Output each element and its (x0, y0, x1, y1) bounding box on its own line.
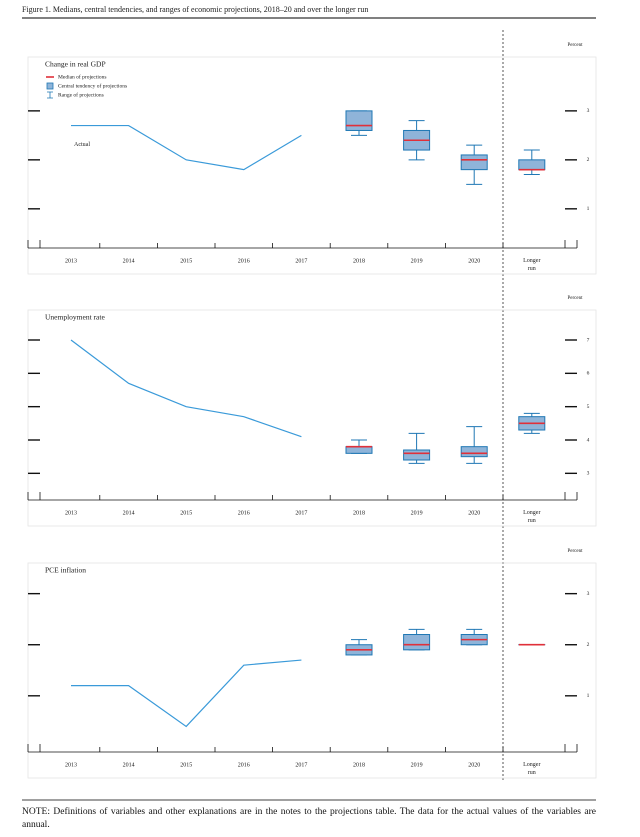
x-tick-label: 2016 (238, 762, 250, 768)
y-tick-label: 3 (587, 471, 590, 477)
annotation: Actual (74, 142, 90, 148)
central-tendency-box (403, 449, 431, 461)
x-tick-label: Longer run (523, 258, 540, 272)
x-tick-label: 2017 (295, 510, 307, 516)
panel-title: Unemployment rate (45, 313, 105, 322)
y-tick-label: 6 (587, 371, 590, 377)
central-tendency-box (460, 446, 488, 458)
legend-swatch-range (47, 91, 53, 99)
panel-title: PCE inflation (45, 566, 86, 575)
x-tick-label: 2020 (468, 510, 480, 516)
x-tick-label: Longer run (523, 510, 540, 524)
x-tick-label: 2018 (353, 510, 365, 516)
x-tick-label: 2020 (468, 762, 480, 768)
y-tick-label: 2 (587, 642, 590, 648)
x-tick-label: 2015 (180, 762, 192, 768)
x-tick-label: 2016 (238, 258, 250, 264)
x-tick-label: 2013 (65, 762, 77, 768)
panel-frame (27, 562, 597, 779)
central-tendency-box (403, 634, 431, 651)
central-tendency-box (460, 154, 488, 171)
x-tick-label: 2017 (295, 258, 307, 264)
y-tick-label: 1 (587, 206, 590, 212)
central-tendency-box (518, 159, 546, 171)
central-tendency-box (345, 110, 373, 131)
figure-title: Figure 1. Medians, central tendencies, a… (22, 5, 368, 14)
x-tick-label: 2013 (65, 510, 77, 516)
x-tick-label: 2014 (123, 510, 135, 516)
actual-line (71, 659, 302, 728)
panel-title: Change in real GDP (45, 60, 106, 69)
legend-label: Median of projections (58, 73, 107, 80)
x-tick-label: 2017 (295, 762, 307, 768)
y-tick-label: 7 (587, 337, 590, 343)
panel-frame (27, 56, 597, 275)
x-tick-label: 2013 (65, 258, 77, 264)
unit-label: Percent (568, 296, 584, 301)
x-tick-label: Longer run (523, 762, 540, 776)
x-tick-label: 2018 (353, 258, 365, 264)
x-tick-label: 2019 (411, 510, 423, 516)
y-tick-label: 5 (587, 404, 590, 410)
x-tick-label: 2015 (180, 258, 192, 264)
x-tick-label: 2019 (411, 258, 423, 264)
x-tick-label: 2019 (411, 762, 423, 768)
x-tick-label: 2014 (123, 762, 135, 768)
y-tick-label: 2 (587, 157, 590, 163)
note: NOTE: Definitions of variables and other… (22, 807, 596, 830)
x-tick-label: 2018 (353, 762, 365, 768)
y-tick-label: 4 (587, 437, 590, 443)
central-tendency-box (345, 446, 373, 454)
x-tick-label: 2014 (123, 258, 135, 264)
actual-line (70, 339, 302, 438)
y-tick-label: 3 (587, 108, 590, 114)
x-tick-label: 2020 (468, 258, 480, 264)
x-tick-label: 2016 (238, 510, 250, 516)
y-tick-label: 3 (587, 591, 590, 597)
legend-label: Range of projections (58, 91, 104, 98)
legend-swatch-box (46, 82, 54, 90)
actual-line (71, 124, 302, 171)
panel-frame (27, 309, 597, 527)
unit-label: Percent (568, 549, 584, 554)
y-tick-label: 1 (587, 693, 590, 699)
x-tick-label: 2015 (180, 510, 192, 516)
legend-label: Central tendency of projections (58, 82, 127, 89)
unit-label: Percent (568, 43, 584, 48)
